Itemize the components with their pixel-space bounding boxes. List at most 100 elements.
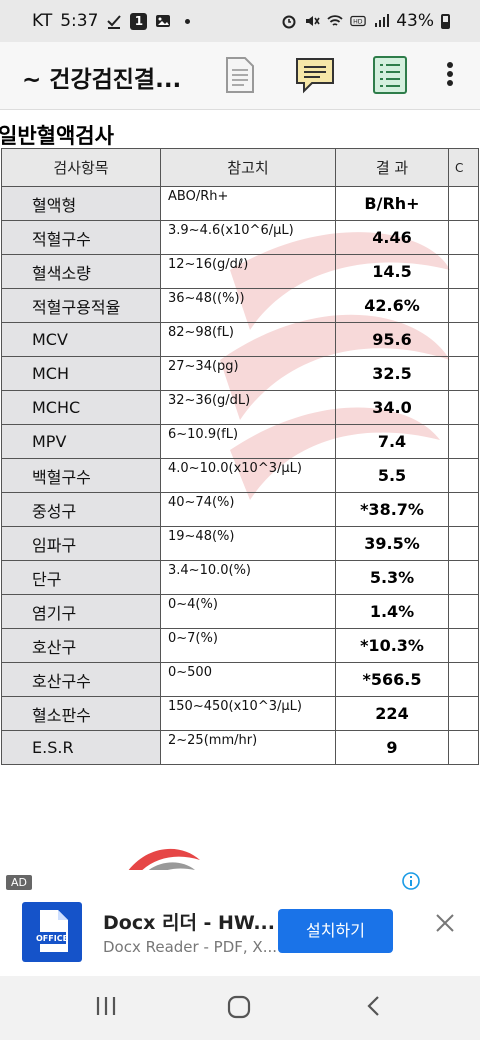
extra-cell (448, 254, 479, 289)
download-done-icon (107, 15, 122, 29)
header-test-item: 검사항목 (1, 148, 161, 187)
back-icon[interactable] (362, 994, 386, 1018)
reference-range-cell: 40~74(%) (160, 492, 336, 527)
extra-cell (448, 356, 479, 391)
test-name-cell: 염기구 (1, 594, 161, 629)
clock: 5:37 (60, 11, 99, 31)
reference-range-cell: 150~450(x10^3/μL) (160, 696, 336, 731)
install-button[interactable]: 설치하기 (278, 909, 393, 953)
reference-range-cell: ABO/Rh+ (160, 186, 336, 221)
document-view[interactable]: 일반혈액검사 검사항목 참고치 결 과 C 혈액형 ABO/Rh+ B/Rh+ 적혈구… (0, 110, 480, 870)
table-row: 호산구수 0~500 *566.5 (1, 662, 479, 697)
result-value-cell: 7.4 (335, 424, 449, 459)
table-row: 염기구 0~4(%) 1.4% (1, 594, 479, 629)
result-value-cell: 1.4% (335, 594, 449, 629)
mute-icon (306, 16, 320, 26)
info-icon[interactable] (402, 872, 420, 890)
result-value-cell: 224 (335, 696, 449, 731)
reference-range-cell: 3.4~10.0(%) (160, 560, 336, 595)
section-title: 일반혈액검사 (0, 124, 114, 148)
comment-icon[interactable] (294, 54, 336, 96)
reference-range-cell: 6~10.9(fL) (160, 424, 336, 459)
reference-range-cell: 3.9~4.6(x10^6/μL) (160, 220, 336, 255)
result-value-cell: *566.5 (335, 662, 449, 697)
table-row: 중성구 40~74(%) *38.7% (1, 492, 479, 527)
extra-cell (448, 492, 479, 527)
test-name-cell: MCV (1, 322, 161, 357)
recent-apps-icon[interactable] (94, 994, 118, 1018)
extra-cell (448, 560, 479, 595)
reference-range-cell: 12~16(g/dℓ) (160, 254, 336, 289)
reference-range-cell: 36~48((%)) (160, 288, 336, 323)
table-row: 적혈구용적율 36~48((%)) 42.6% (1, 288, 479, 323)
table-row: 적혈구수 3.9~4.6(x10^6/μL) 4.46 (1, 220, 479, 255)
test-name-cell: 단구 (1, 560, 161, 595)
table-row: 혈액형 ABO/Rh+ B/Rh+ (1, 186, 479, 221)
result-value-cell: 34.0 (335, 390, 449, 425)
result-value-cell: 39.5% (335, 526, 449, 561)
outline-list-icon[interactable] (371, 54, 409, 96)
ad-badge: AD (6, 875, 32, 890)
header-reference: 참고치 (160, 148, 336, 187)
ad-title[interactable]: Docx 리더 - HW... (103, 912, 275, 934)
reference-range-cell: 4.0~10.0(x10^3/μL) (160, 458, 336, 493)
result-value-cell: 42.6% (335, 288, 449, 323)
reference-range-cell: 0~4(%) (160, 594, 336, 629)
reference-range-cell: 0~7(%) (160, 628, 336, 663)
status-bar: KT 5:37 1 HD 43% (0, 0, 480, 42)
test-name-cell: 적혈구용적율 (1, 288, 161, 323)
table-row: MCV 82~98(fL) 95.6 (1, 322, 479, 357)
wifi-icon (327, 15, 343, 26)
blood-test-table: 검사항목 참고치 결 과 C 혈액형 ABO/Rh+ B/Rh+ 적혈구수 3.9~4.… (1, 148, 479, 765)
close-icon[interactable] (434, 912, 456, 934)
result-value-cell: 5.3% (335, 560, 449, 595)
extra-cell (448, 390, 479, 425)
extra-cell (448, 526, 479, 561)
table-row: 혈소판수 150~450(x10^3/μL) 224 (1, 696, 479, 731)
hd-voice-icon: HD (350, 15, 366, 27)
reference-range-cell: 27~34(pg) (160, 356, 336, 391)
table-row: MCHC 32~36(g/dL) 34.0 (1, 390, 479, 425)
office-label: OFFICE (36, 934, 68, 943)
gallery-icon (156, 15, 171, 27)
ad-subtitle: Docx Reader - PDF, X... (103, 938, 277, 956)
extra-cell (448, 696, 479, 731)
test-name-cell: 호산구 (1, 628, 161, 663)
page-view-icon[interactable] (222, 54, 258, 96)
table-row: 백혈구수 4.0~10.0(x10^3/μL) 5.5 (1, 458, 479, 493)
document-title: ~ 건강검진결... (22, 67, 182, 93)
home-icon[interactable] (226, 994, 252, 1020)
extra-cell (448, 594, 479, 629)
extra-cell (448, 186, 479, 221)
extra-cell (448, 424, 479, 459)
table-row: 혈색소량 12~16(g/dℓ) 14.5 (1, 254, 479, 289)
table-row: 임파구 19~48(%) 39.5% (1, 526, 479, 561)
reference-range-cell: 82~98(fL) (160, 322, 336, 357)
reference-range-cell: 0~500 (160, 662, 336, 697)
extra-cell (448, 458, 479, 493)
table-header-row: 검사항목 참고치 결 과 C (1, 148, 479, 187)
header-extra: C (448, 148, 479, 187)
test-name-cell: 호산구수 (1, 662, 161, 697)
extra-cell (448, 220, 479, 255)
alarm-icon (282, 15, 296, 29)
app-bar: ~ 건강검진결... (0, 42, 480, 110)
ad-banner[interactable]: AD OFFICE Docx 리더 - HW... Docx Reader - … (0, 870, 480, 976)
extra-cell (448, 322, 479, 357)
notification-count-badge: 1 (130, 12, 148, 30)
app-icon[interactable]: OFFICE (22, 902, 82, 962)
extra-cell (448, 730, 479, 765)
test-name-cell: MCH (1, 356, 161, 391)
reference-range-cell: 2~25(mm/hr) (160, 730, 336, 765)
test-name-cell: 적혈구수 (1, 220, 161, 255)
more-options-icon[interactable] (440, 54, 460, 96)
result-value-cell: *38.7% (335, 492, 449, 527)
test-name-cell: 중성구 (1, 492, 161, 527)
test-name-cell: 혈액형 (1, 186, 161, 221)
signal-icon (375, 14, 390, 27)
extra-cell (448, 662, 479, 697)
table-row: 호산구 0~7(%) *10.3% (1, 628, 479, 663)
table-row: MCH 27~34(pg) 32.5 (1, 356, 479, 391)
test-name-cell: 백혈구수 (1, 458, 161, 493)
table-row: 단구 3.4~10.0(%) 5.3% (1, 560, 479, 595)
